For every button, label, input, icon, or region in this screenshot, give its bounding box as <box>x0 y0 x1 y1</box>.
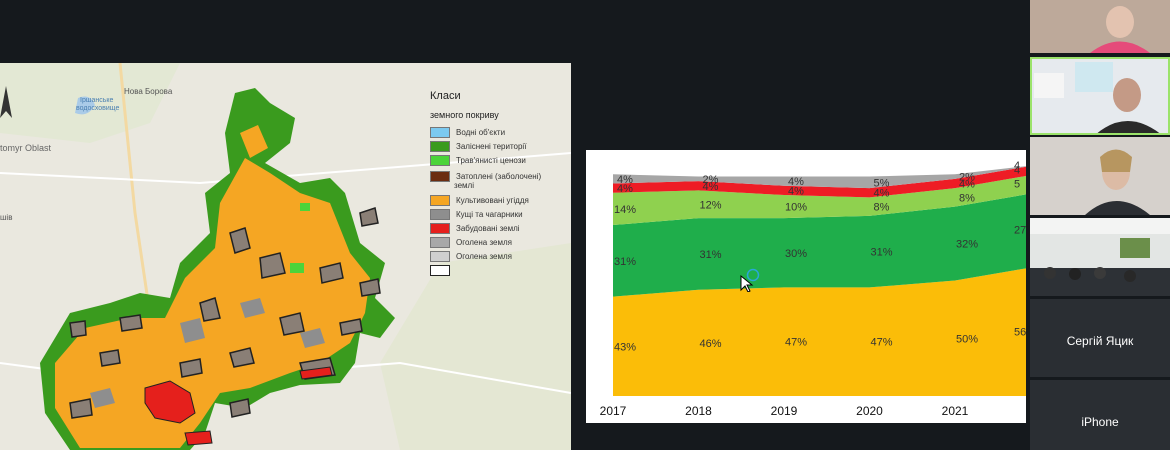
participant-video <box>1030 137 1170 215</box>
chart-data-label-partial: 5 <box>1014 178 1020 190</box>
north-arrow-icon <box>0 86 12 118</box>
chart-data-label: 31% <box>699 249 721 261</box>
chart-data-label: 46% <box>699 338 721 350</box>
land-cover-map <box>0 63 571 450</box>
participant-name: Сергій Яцик <box>1066 334 1134 348</box>
chart-data-label: 4% <box>703 181 719 193</box>
legend-label: Трав'янисті ценози <box>456 156 526 165</box>
legend-label: Оголена земля <box>456 252 512 261</box>
map-label-oblast: tomyr Oblast <box>0 143 52 153</box>
map-label-town: Нова Борова <box>124 87 173 96</box>
map-label-reservoir-2: водосховище <box>76 105 120 112</box>
chart-data-label-partial: 27 <box>1014 225 1026 237</box>
chart-data-label: 50% <box>956 333 978 345</box>
chart-data-label: 5% <box>874 177 890 189</box>
chart-data-label: 43% <box>614 341 636 353</box>
map-label-partial: шів <box>0 213 13 222</box>
legend-item: Забудовані землі <box>430 223 520 234</box>
legend-item: Затоплені (заболочені) <box>430 171 541 182</box>
legend-swatch <box>430 223 450 234</box>
legend-item: Оголена земля <box>430 237 512 248</box>
chart-data-label: 31% <box>614 256 636 268</box>
video-tile-4[interactable] <box>1030 218 1170 296</box>
chart-data-label: 4% <box>788 176 804 188</box>
chart-data-label: 32% <box>956 239 978 251</box>
chart-data-label: 4% <box>617 174 633 186</box>
participant-name: iPhone <box>1081 415 1119 429</box>
legend-title: Класи <box>430 90 461 102</box>
chart-data-label: 31% <box>870 247 892 259</box>
legend-swatch <box>430 265 450 276</box>
chart-data-label: 14% <box>614 204 636 216</box>
legend-item: Культивовані угіддя <box>430 195 529 206</box>
legend-label: Кущі та чагарники <box>456 210 523 219</box>
cursor-icon <box>740 268 760 292</box>
chart-x-tick-label: 2021 <box>942 404 969 418</box>
video-tile-sergii[interactable]: Сергій Яцик <box>1030 299 1170 377</box>
chart-data-label: 47% <box>785 337 807 349</box>
chart-data-label: 2% <box>703 174 719 186</box>
legend-item: Трав'янисті ценози <box>430 155 526 166</box>
legend-item: Кущі та чагарники <box>430 209 523 220</box>
chart-data-label: 2% <box>959 172 975 184</box>
legend-label: Забудовані землі <box>456 224 520 233</box>
chart-data-label: 4% <box>617 183 633 195</box>
chart-data-label: 30% <box>785 248 807 260</box>
legend-item: Водні об'єкти <box>430 127 505 138</box>
chart-x-tick-label: 2018 <box>685 404 712 418</box>
legend-swatch <box>430 155 450 166</box>
legend-label: Оголена земля <box>456 238 512 247</box>
chart-data-label: 8% <box>874 202 890 214</box>
participant-video <box>1030 0 1170 53</box>
legend-item: Заліснені території <box>430 141 526 152</box>
legend-subtitle: земного покриву <box>430 110 499 120</box>
chart-x-tick-label: 2019 <box>771 404 798 418</box>
chart-data-label: 12% <box>699 199 721 211</box>
shared-screen-map: Нова Борова Іршанське водосховище tomyr … <box>0 63 571 450</box>
chart-x-tick-label: 2020 <box>856 404 883 418</box>
chart-data-label: 8% <box>959 192 975 204</box>
shared-screen-chart: 43% 46% 47% 47% 50% 56 31% 31% 30% 31% 32% 27 14% 12%… <box>586 150 1026 423</box>
chart-x-tick-label: 2017 <box>600 404 627 418</box>
legend-swatch <box>430 127 450 138</box>
map-label-reservoir: Іршанське <box>80 97 114 104</box>
chart-data-label-partial: 4 <box>1014 165 1020 177</box>
legend-label-cont: землі <box>454 181 474 190</box>
video-tile-1[interactable] <box>1030 0 1170 53</box>
legend-item <box>430 265 456 276</box>
chart-area-series-1 <box>613 194 1026 297</box>
legend-swatch <box>430 209 450 220</box>
chart-area-series-2 <box>613 175 1026 226</box>
legend-swatch <box>430 141 450 152</box>
video-tile-3[interactable] <box>1030 137 1170 215</box>
legend-swatch <box>430 237 450 248</box>
legend-swatch <box>430 251 450 262</box>
chart-area-series-3 <box>613 166 1026 198</box>
chart-data-label-partial: 56 <box>1014 326 1026 338</box>
legend-label: Заліснені території <box>456 142 527 151</box>
legend-label: Затоплені (заболочені) <box>456 172 542 181</box>
video-tile-2[interactable] <box>1030 57 1170 135</box>
legend-label: Культивовані угіддя <box>456 196 529 205</box>
legend-swatch <box>430 195 450 206</box>
participant-video <box>1030 218 1170 296</box>
legend-item: Оголена земля <box>430 251 512 262</box>
chart-area-series-0 <box>613 268 1026 396</box>
chart-data-label: 4% <box>788 185 804 197</box>
chart-data-label: 4% <box>874 188 890 200</box>
legend-swatch <box>430 171 450 182</box>
legend-label: Водні об'єкти <box>456 128 506 137</box>
chart-data-label: 4% <box>959 178 975 190</box>
chart-data-label-partial: 4 <box>1014 160 1020 172</box>
participant-video <box>1030 57 1170 135</box>
chart-area-series-4 <box>613 166 1026 189</box>
chart-data-label: 10% <box>785 202 807 214</box>
video-tile-iphone[interactable]: iPhone <box>1030 380 1170 450</box>
chart-data-label: 47% <box>870 337 892 349</box>
land-cover-area-chart: 43% 46% 47% 47% 50% 56 31% 31% 30% 31% 32% 27 14% 12%… <box>600 160 1026 418</box>
map-legend: Класи земного покриву Водні об'єкти Залі… <box>422 77 553 287</box>
